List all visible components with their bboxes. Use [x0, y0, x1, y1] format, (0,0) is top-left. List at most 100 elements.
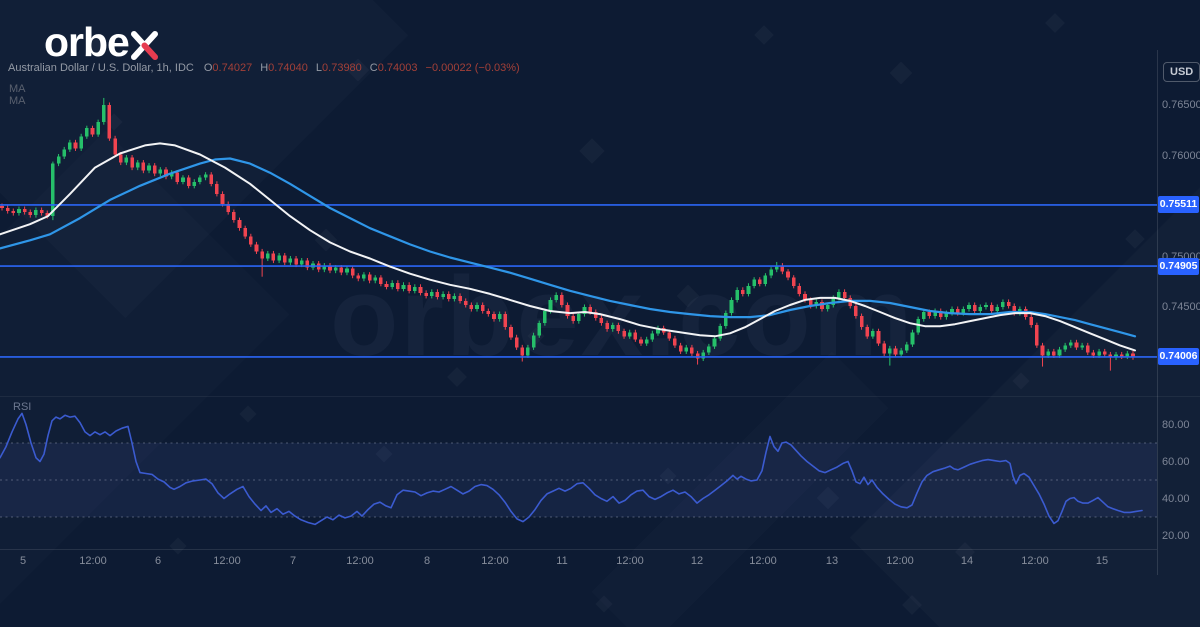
- candle-body: [712, 338, 717, 347]
- candle-body: [396, 282, 400, 289]
- ohlc-key: L: [315, 62, 323, 74]
- candle-body: [927, 312, 932, 317]
- candle-body: [910, 332, 915, 345]
- candle-body: [107, 105, 112, 139]
- candle-body: [56, 156, 61, 164]
- candle-body: [492, 314, 496, 320]
- candle-body: [152, 165, 157, 174]
- time-axis-label: 12:00: [213, 555, 241, 567]
- candle-body: [175, 172, 180, 182]
- candle-body: [288, 258, 293, 263]
- candle-body: [718, 326, 722, 339]
- ma-indicator-label-1[interactable]: MA: [9, 83, 26, 95]
- candle-body: [181, 177, 185, 182]
- candle-body: [1102, 351, 1107, 355]
- candle-body: [526, 347, 530, 356]
- candle-body: [1091, 352, 1096, 356]
- candle-body: [475, 304, 479, 310]
- candle-body: [622, 331, 626, 337]
- candle-body: [1125, 353, 1130, 357]
- candle-body: [45, 213, 50, 217]
- candle-body: [825, 304, 830, 310]
- candle-body: [605, 323, 609, 330]
- candle-body: [1029, 317, 1034, 326]
- candle-body: [808, 299, 813, 306]
- symbol-title[interactable]: Australian Dollar / U.S. Dollar, 1h, IDC: [8, 62, 194, 74]
- candle-body: [328, 265, 332, 271]
- candle-body: [486, 311, 491, 315]
- candle-body: [169, 172, 174, 177]
- candle-body: [118, 154, 123, 163]
- candle-body: [972, 304, 977, 312]
- rsi-axis-label: 80.00: [1162, 418, 1190, 431]
- candles: [0, 97, 1135, 371]
- time-axis-label: 14: [960, 555, 974, 567]
- candle-body: [96, 122, 100, 135]
- ohlc-value: 0.74003: [377, 62, 418, 74]
- candle-body: [554, 294, 558, 300]
- candle-body: [831, 297, 836, 305]
- candle-body: [158, 169, 163, 174]
- ohlc-key: H: [260, 62, 269, 74]
- candle-body: [452, 295, 457, 299]
- currency-badge[interactable]: USD: [1163, 62, 1200, 82]
- ma-white-line: [0, 142, 1136, 352]
- candle-body: [220, 193, 225, 204]
- candle-body: [944, 313, 949, 318]
- candle-body: [571, 316, 575, 322]
- candle-body: [373, 277, 378, 281]
- rsi-band: [0, 443, 1157, 517]
- candle-body: [68, 142, 72, 150]
- candle-body: [0, 206, 4, 209]
- time-axis[interactable]: 5 12:00 6 12:00 7 12:00 8 12:00 11 12:00 12 12:00 13…: [0, 549, 1157, 576]
- candle-body: [1012, 305, 1017, 314]
- ohlc-value: 0.73980: [322, 62, 362, 74]
- candle-body: [1035, 325, 1039, 346]
- candle-body: [333, 267, 338, 271]
- candle-body: [633, 332, 638, 340]
- candle-body: [531, 335, 536, 348]
- candle-body: [294, 258, 298, 265]
- ma-indicator-label-2[interactable]: MA: [9, 95, 26, 107]
- candle-body: [882, 343, 886, 354]
- candle-body: [1080, 345, 1084, 348]
- candle-body: [616, 325, 621, 332]
- candle-body: [1119, 354, 1124, 357]
- candle-body: [147, 165, 151, 171]
- candle-body: [413, 286, 417, 291]
- candle-body: [209, 174, 214, 184]
- price-axis[interactable]: 0.76500 0.76000 0.75000 0.74500 80.00 60.00 40…: [1157, 0, 1200, 627]
- candle-body: [780, 265, 785, 272]
- candle-body: [989, 304, 994, 312]
- candle-body: [565, 304, 570, 317]
- candle-body: [933, 311, 937, 317]
- watermark-text: orbex.com: [330, 254, 915, 379]
- time-axis-label: 5: [19, 555, 27, 567]
- candle-body: [1057, 349, 1062, 356]
- candle-body: [599, 318, 604, 324]
- time-axis-label: 12:00: [79, 555, 107, 567]
- candle-body: [458, 295, 462, 301]
- candle-body: [791, 277, 796, 286]
- candle-body: [271, 253, 276, 261]
- candle-body: [350, 268, 355, 276]
- candle-body: [407, 284, 411, 291]
- candle-body: [593, 312, 598, 319]
- candle-body: [1085, 345, 1090, 353]
- candle-body: [610, 325, 615, 330]
- candle-body: [961, 309, 966, 314]
- candle-body: [746, 285, 751, 294]
- candle-body: [345, 268, 349, 273]
- candle-body: [837, 291, 841, 298]
- candle-body: [186, 177, 191, 186]
- candle-body: [305, 260, 310, 268]
- candle-body: [774, 265, 779, 270]
- rsi-indicator-label[interactable]: RSI: [13, 401, 32, 413]
- candle-body: [854, 305, 858, 317]
- symbol-title-row: Australian Dollar / U.S. Dollar, 1h, IDC…: [8, 62, 520, 74]
- rsi-axis-label: 20.00: [1162, 529, 1190, 542]
- candle-body: [701, 352, 706, 359]
- price-level-badge: 0.75511: [1158, 196, 1199, 214]
- ohlc-key: O: [203, 62, 213, 74]
